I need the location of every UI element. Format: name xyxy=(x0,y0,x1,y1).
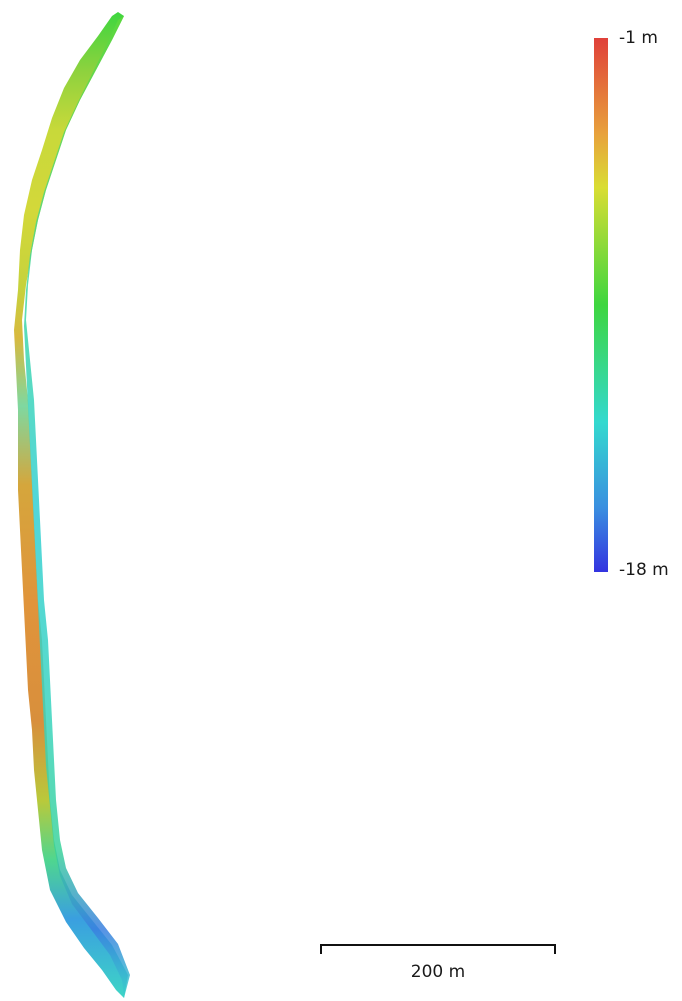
legend-max-label: -1 m xyxy=(619,28,658,48)
elevation-strip-edge xyxy=(24,16,130,998)
elevation-colorbar xyxy=(594,38,608,572)
elevation-strip-body xyxy=(14,12,128,998)
scale-bar xyxy=(320,944,556,956)
scale-bar-label: 200 m xyxy=(410,962,466,982)
scale-bar-line xyxy=(320,944,556,946)
legend-min-label: -18 m xyxy=(619,560,669,580)
scale-bar-tick-right xyxy=(554,944,556,954)
colorbar-gradient xyxy=(594,38,608,572)
scale-bar-tick-left xyxy=(320,944,322,954)
